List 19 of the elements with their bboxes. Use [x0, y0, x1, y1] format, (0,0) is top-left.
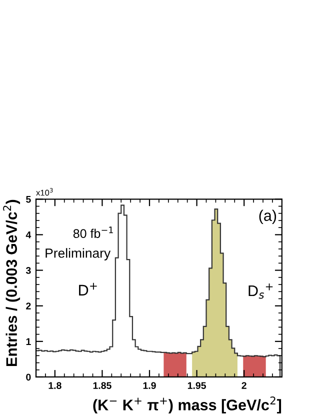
annotation: (a) — [259, 210, 276, 224]
annotation: Preliminary — [46, 248, 111, 260]
y-tick-label: 4 — [26, 232, 32, 238]
text: (K$^{−}$ K$^{+}$ π$^{+}$) mass [GeV/c$^{2}$] — [93, 396, 282, 414]
x-tick-label: 2 — [242, 382, 246, 389]
x-tick-label: 1.8 — [48, 382, 62, 389]
y-tick-label: 3 — [26, 267, 31, 274]
y-tick-label: 0 — [26, 374, 31, 381]
x-tick-label: 1.85 — [93, 382, 112, 389]
x-tick-label: 1.95 — [188, 382, 206, 389]
annotation: 80 fb$^{−1}$ — [73, 226, 113, 238]
y-tick-label: 5 — [26, 196, 31, 203]
x-tick-label: 1.9 — [143, 382, 156, 389]
annotation: D$_{s}$$^{+}$ — [248, 283, 273, 299]
y-tick-label: 1 — [26, 338, 31, 345]
y-tick-label: 2 — [26, 302, 31, 310]
annotation: D$^{+}$ — [79, 282, 97, 296]
text: x10$^{3}$ — [36, 188, 53, 196]
y-axis-title: Entries / (0.003 GeV/c$^{2}$) — [3, 200, 20, 366]
